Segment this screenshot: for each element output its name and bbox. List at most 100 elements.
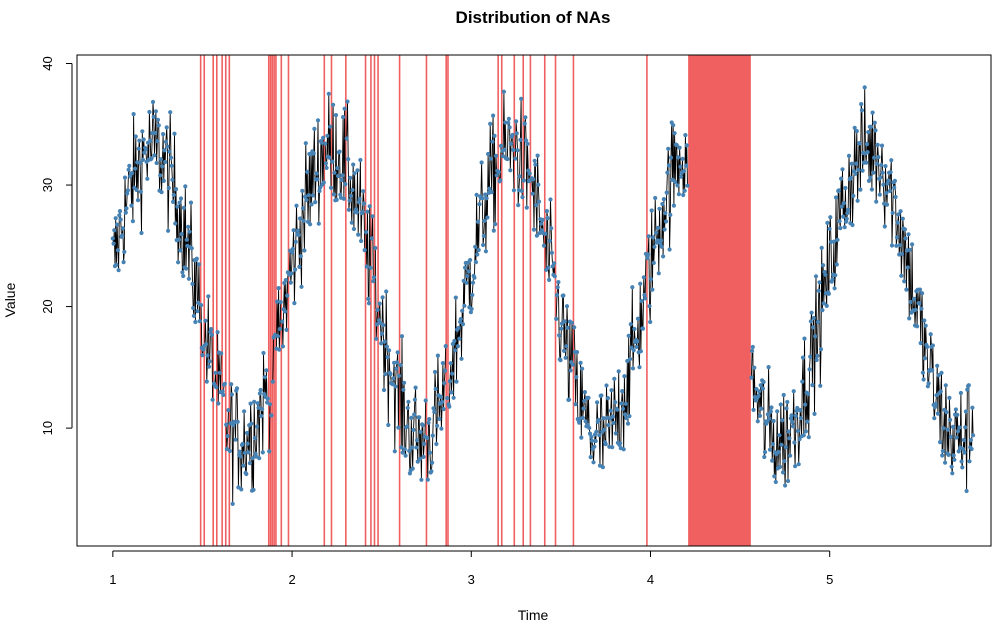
data-point bbox=[303, 194, 308, 199]
data-point bbox=[175, 204, 180, 209]
data-point bbox=[766, 365, 771, 370]
data-point bbox=[183, 184, 188, 189]
data-point bbox=[923, 323, 928, 328]
data-point bbox=[940, 453, 945, 458]
data-point bbox=[352, 171, 357, 176]
data-point bbox=[836, 188, 842, 193]
x-axis: 1 2 3 4 5 bbox=[109, 550, 833, 587]
data-point bbox=[298, 254, 303, 259]
data-point bbox=[613, 400, 618, 405]
data-point bbox=[435, 423, 440, 428]
data-point bbox=[381, 323, 386, 328]
data-point bbox=[814, 357, 819, 363]
data-point bbox=[261, 350, 266, 356]
data-point bbox=[648, 319, 653, 325]
data-point bbox=[468, 310, 473, 315]
data-point bbox=[493, 222, 498, 227]
data-point bbox=[919, 306, 924, 311]
data-point bbox=[257, 391, 262, 396]
data-point bbox=[115, 248, 120, 253]
data-point bbox=[930, 343, 936, 348]
data-point bbox=[943, 460, 948, 465]
data-point bbox=[145, 176, 150, 181]
data-point bbox=[356, 232, 361, 237]
data-point bbox=[483, 249, 488, 254]
data-point bbox=[153, 109, 158, 114]
data-point bbox=[160, 164, 165, 169]
data-point bbox=[954, 435, 959, 440]
data-point bbox=[651, 260, 656, 265]
data-point bbox=[948, 417, 953, 422]
data-point bbox=[285, 293, 290, 298]
data-point bbox=[449, 390, 454, 395]
data-point bbox=[490, 139, 495, 144]
data-point bbox=[546, 265, 551, 270]
series-line bbox=[374, 247, 379, 339]
data-point bbox=[666, 146, 671, 151]
data-point bbox=[483, 192, 488, 197]
data-point bbox=[398, 363, 403, 368]
data-point bbox=[491, 113, 496, 118]
data-point bbox=[760, 386, 766, 391]
data-point bbox=[918, 341, 923, 346]
data-point bbox=[323, 161, 328, 166]
data-point bbox=[473, 260, 478, 265]
data-point bbox=[390, 382, 395, 387]
data-point bbox=[480, 196, 485, 201]
data-point bbox=[342, 106, 347, 111]
data-point bbox=[599, 393, 604, 398]
data-point bbox=[843, 185, 848, 191]
data-point bbox=[872, 155, 877, 160]
data-point bbox=[860, 168, 865, 173]
data-point bbox=[429, 469, 434, 474]
data-point bbox=[425, 435, 430, 440]
data-point bbox=[609, 388, 614, 393]
data-point bbox=[225, 434, 230, 439]
data-point bbox=[597, 433, 602, 438]
x-tick-label: 4 bbox=[647, 572, 654, 587]
data-point bbox=[903, 236, 908, 241]
data-point bbox=[769, 405, 774, 410]
data-point bbox=[346, 157, 351, 162]
data-point bbox=[587, 431, 593, 436]
data-point bbox=[890, 210, 895, 215]
data-point bbox=[779, 442, 784, 447]
data-point bbox=[651, 235, 656, 240]
data-point bbox=[238, 454, 243, 459]
data-point bbox=[877, 192, 882, 197]
data-point bbox=[821, 263, 826, 268]
data-point bbox=[628, 322, 633, 327]
data-point bbox=[906, 232, 911, 237]
data-point bbox=[445, 396, 450, 401]
data-point bbox=[399, 445, 404, 450]
data-point bbox=[148, 138, 153, 143]
data-point bbox=[569, 320, 575, 325]
data-point bbox=[339, 177, 344, 183]
data-point bbox=[346, 207, 351, 212]
data-point bbox=[380, 295, 385, 300]
data-point bbox=[887, 188, 893, 194]
chart-title: Distribution of NAs bbox=[456, 8, 611, 27]
data-point bbox=[306, 193, 311, 198]
data-point bbox=[417, 456, 422, 461]
data-point bbox=[612, 376, 617, 381]
data-point bbox=[795, 428, 801, 434]
data-point bbox=[381, 387, 387, 393]
data-point bbox=[173, 221, 178, 226]
data-point bbox=[818, 383, 823, 388]
data-point bbox=[574, 350, 580, 355]
data-point bbox=[839, 176, 844, 181]
data-point bbox=[531, 227, 537, 232]
data-point bbox=[946, 452, 951, 457]
series-line bbox=[555, 282, 574, 401]
data-point bbox=[519, 188, 524, 193]
data-point bbox=[252, 436, 257, 441]
data-point bbox=[178, 248, 183, 253]
data-point bbox=[360, 209, 365, 214]
data-point bbox=[563, 355, 568, 360]
data-point bbox=[402, 380, 407, 385]
data-point bbox=[293, 267, 298, 272]
data-point bbox=[750, 344, 755, 350]
data-point bbox=[938, 440, 943, 445]
data-point bbox=[534, 233, 540, 238]
